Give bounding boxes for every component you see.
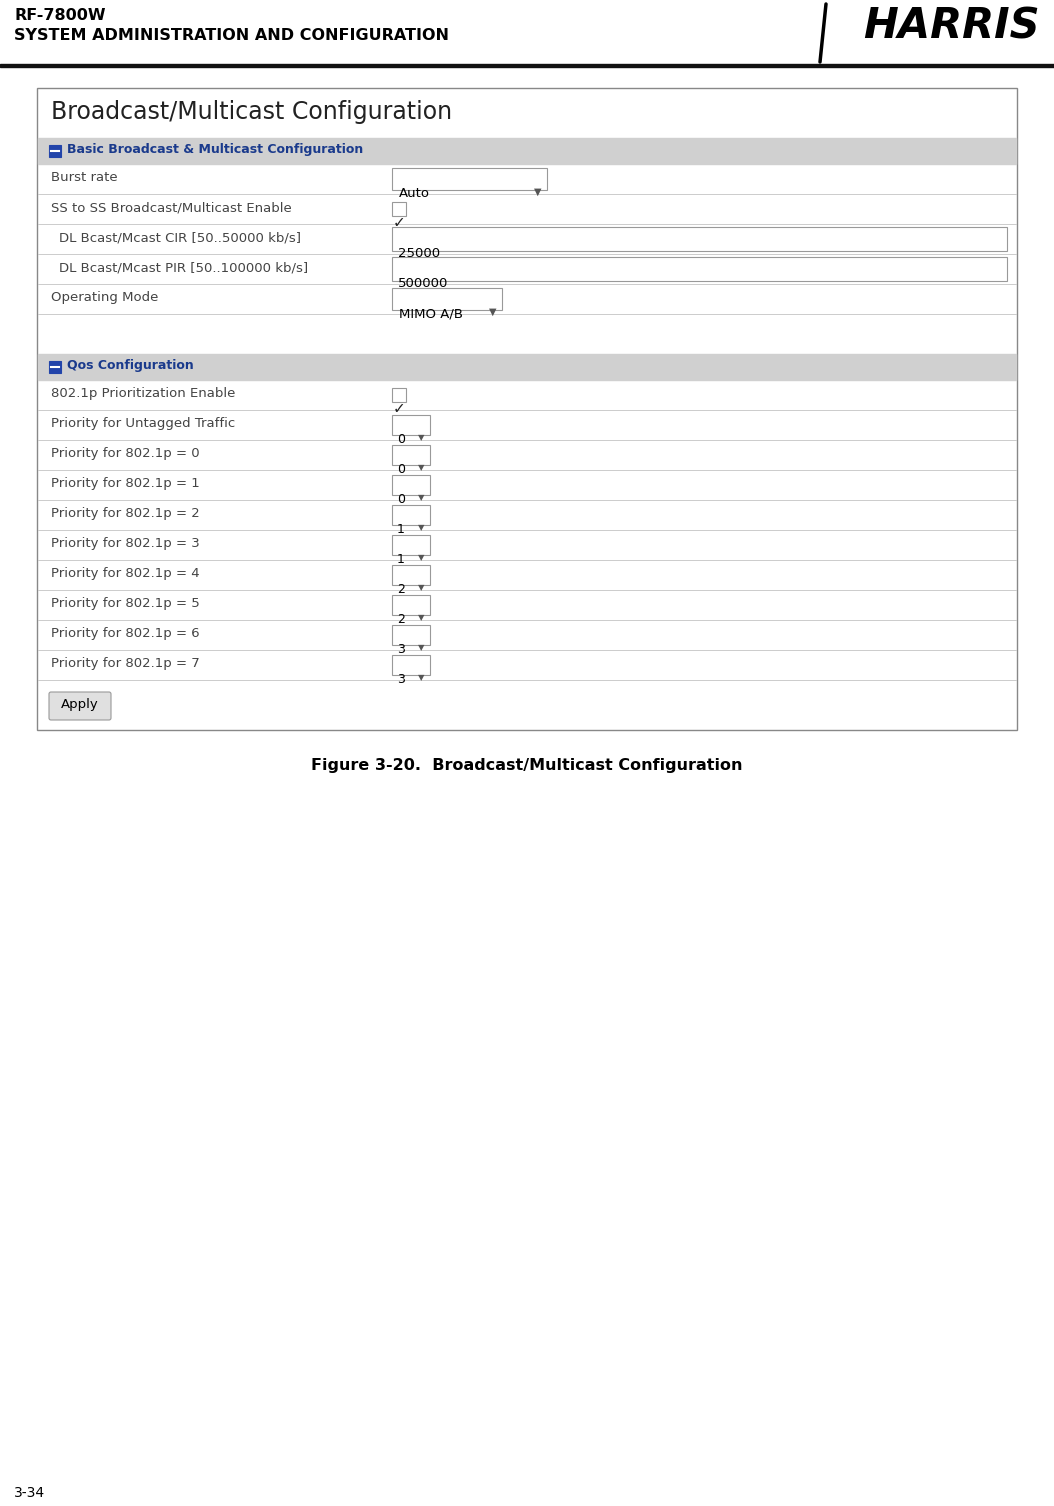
Text: ▼: ▼ bbox=[418, 523, 425, 532]
Text: Priority for 802.1p = 2: Priority for 802.1p = 2 bbox=[51, 508, 200, 520]
Bar bbox=[392, 565, 430, 584]
Text: ▼: ▼ bbox=[418, 673, 425, 682]
Text: Operating Mode: Operating Mode bbox=[51, 291, 158, 304]
Text: Priority for Untagged Traffic: Priority for Untagged Traffic bbox=[51, 417, 235, 431]
Text: ▼: ▼ bbox=[418, 553, 425, 562]
Bar bbox=[392, 655, 430, 675]
Text: 25000: 25000 bbox=[398, 247, 441, 261]
Bar bbox=[38, 139, 1016, 164]
Text: ▼: ▼ bbox=[418, 462, 425, 471]
Text: ▼: ▼ bbox=[418, 643, 425, 652]
Text: 802.1p Prioritization Enable: 802.1p Prioritization Enable bbox=[51, 387, 235, 401]
Text: DL Bcast/Mcast CIR [50..50000 kb/s]: DL Bcast/Mcast CIR [50..50000 kb/s] bbox=[59, 230, 301, 244]
Text: Basic Broadcast & Multicast Configuration: Basic Broadcast & Multicast Configuratio… bbox=[67, 143, 364, 157]
Bar bbox=[392, 505, 430, 526]
Bar bbox=[392, 416, 430, 435]
Text: ▼: ▼ bbox=[418, 492, 425, 501]
Bar bbox=[48, 145, 61, 157]
Text: ▼: ▼ bbox=[418, 583, 425, 592]
Text: Priority for 802.1p = 3: Priority for 802.1p = 3 bbox=[51, 538, 200, 550]
Text: 500000: 500000 bbox=[398, 277, 448, 291]
Text: Priority for 802.1p = 7: Priority for 802.1p = 7 bbox=[51, 657, 200, 670]
Text: 0: 0 bbox=[397, 492, 405, 506]
Text: DL Bcast/Mcast PIR [50..100000 kb/s]: DL Bcast/Mcast PIR [50..100000 kb/s] bbox=[59, 261, 308, 274]
Text: ▼: ▼ bbox=[418, 434, 425, 441]
Text: RF-7800W: RF-7800W bbox=[14, 8, 105, 23]
Text: MIMO A/B: MIMO A/B bbox=[399, 307, 463, 319]
Text: Priority for 802.1p = 6: Priority for 802.1p = 6 bbox=[51, 626, 199, 640]
Text: Burst rate: Burst rate bbox=[51, 172, 118, 184]
Bar bbox=[392, 258, 1007, 282]
Bar bbox=[392, 389, 406, 402]
Bar bbox=[392, 595, 430, 614]
Text: Priority for 802.1p = 4: Priority for 802.1p = 4 bbox=[51, 566, 199, 580]
Text: 3: 3 bbox=[397, 673, 405, 687]
Text: Figure 3-20.  Broadcast/Multicast Configuration: Figure 3-20. Broadcast/Multicast Configu… bbox=[311, 758, 743, 773]
Text: Apply: Apply bbox=[61, 697, 99, 711]
FancyBboxPatch shape bbox=[48, 691, 111, 720]
Text: 0: 0 bbox=[397, 434, 405, 446]
Bar bbox=[392, 625, 430, 645]
Text: Qos Configuration: Qos Configuration bbox=[67, 358, 194, 372]
Text: Priority for 802.1p = 1: Priority for 802.1p = 1 bbox=[51, 477, 200, 489]
Bar bbox=[392, 535, 430, 556]
Text: ▼: ▼ bbox=[534, 187, 542, 197]
Text: 3-34: 3-34 bbox=[14, 1486, 45, 1500]
Bar bbox=[392, 288, 502, 310]
Text: ✓: ✓ bbox=[392, 215, 405, 230]
Bar bbox=[392, 227, 1007, 252]
Text: Auto: Auto bbox=[399, 187, 430, 200]
Text: SYSTEM ADMINISTRATION AND CONFIGURATION: SYSTEM ADMINISTRATION AND CONFIGURATION bbox=[14, 29, 449, 44]
Text: 1: 1 bbox=[397, 523, 405, 536]
Bar bbox=[392, 474, 430, 495]
Text: Priority for 802.1p = 5: Priority for 802.1p = 5 bbox=[51, 596, 200, 610]
Text: 1: 1 bbox=[397, 553, 405, 566]
Text: 2: 2 bbox=[397, 613, 405, 626]
Text: 2: 2 bbox=[397, 583, 405, 596]
Text: 3: 3 bbox=[397, 643, 405, 657]
Text: HARRIS: HARRIS bbox=[863, 5, 1040, 47]
Text: SS to SS Broadcast/Multicast Enable: SS to SS Broadcast/Multicast Enable bbox=[51, 200, 292, 214]
Text: Priority for 802.1p = 0: Priority for 802.1p = 0 bbox=[51, 447, 199, 459]
Bar bbox=[392, 444, 430, 465]
Bar bbox=[37, 87, 1017, 730]
Text: 0: 0 bbox=[397, 462, 405, 476]
Text: ✓: ✓ bbox=[392, 401, 405, 416]
Bar bbox=[48, 361, 61, 373]
Bar bbox=[0, 63, 1054, 66]
Text: ▼: ▼ bbox=[489, 307, 496, 316]
Bar bbox=[38, 354, 1016, 380]
Bar bbox=[392, 169, 547, 190]
Bar bbox=[392, 202, 406, 215]
Text: Broadcast/Multicast Configuration: Broadcast/Multicast Configuration bbox=[51, 99, 452, 123]
Text: ▼: ▼ bbox=[418, 613, 425, 622]
